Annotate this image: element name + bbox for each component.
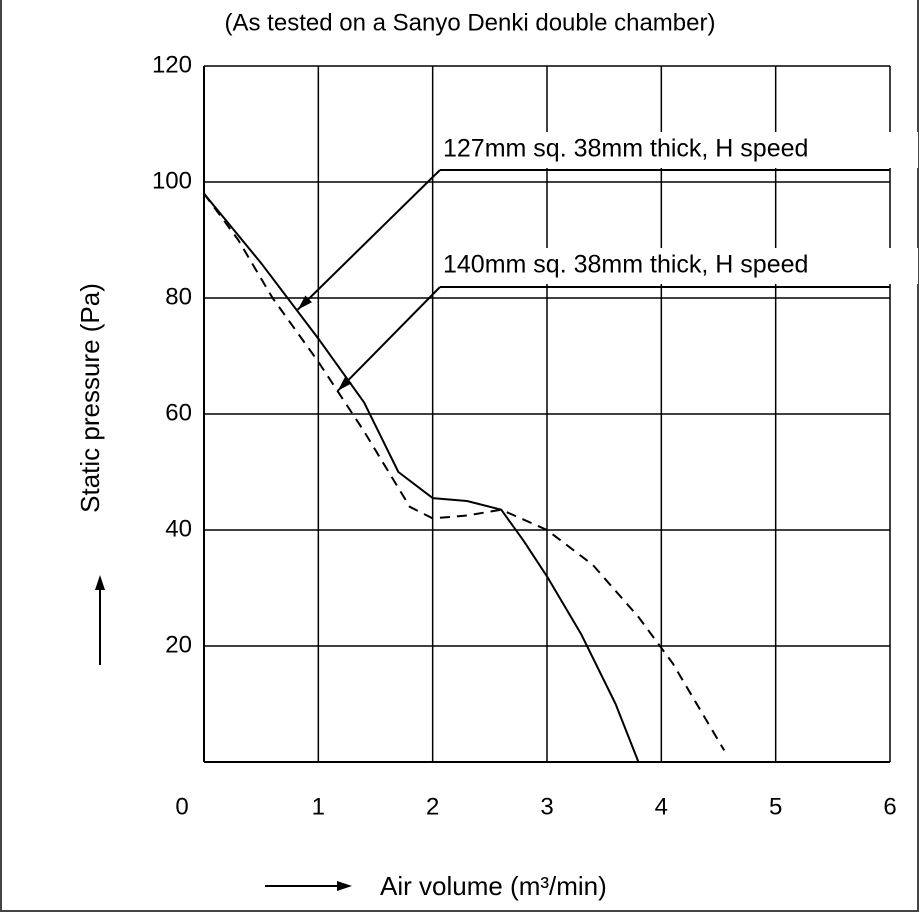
- x-tick-label: 2: [426, 793, 439, 820]
- annotation-bg: [440, 132, 918, 168]
- x-tick-label: 0: [175, 793, 188, 820]
- x-tick-label: 4: [655, 793, 668, 820]
- annotation-arrow: [297, 169, 441, 311]
- annotation-arrow: [337, 286, 441, 392]
- series-line: [203, 193, 726, 751]
- x-tick-label: 6: [883, 793, 896, 820]
- annotation-bg: [440, 248, 918, 284]
- x-arrow: [265, 881, 352, 891]
- annotation-text: 127mm sq. 38mm thick, H speed: [443, 135, 808, 163]
- x-axis-label: Air volume (m³/min): [380, 871, 607, 901]
- arrow-head: [297, 295, 312, 310]
- y-tick-label: 100: [152, 167, 192, 194]
- y-axis-label: Static pressure (Pa): [75, 283, 105, 513]
- chart-title: (As tested on a Sanyo Denki double chamb…: [225, 9, 716, 36]
- y-tick-label: 120: [152, 51, 192, 78]
- series-line: [203, 192, 640, 763]
- arrow-head: [337, 376, 352, 391]
- y-tick-label: 60: [165, 399, 192, 426]
- x-tick-label: 5: [769, 793, 782, 820]
- y-tick-label: 20: [165, 631, 192, 658]
- y-tick-label: 40: [165, 515, 192, 542]
- y-arrow: [95, 575, 105, 665]
- y-tick-label: 80: [165, 283, 192, 310]
- annotation-text: 140mm sq. 38mm thick, H speed: [443, 251, 808, 279]
- x-tick-label: 1: [312, 793, 325, 820]
- x-tick-label: 3: [540, 793, 553, 820]
